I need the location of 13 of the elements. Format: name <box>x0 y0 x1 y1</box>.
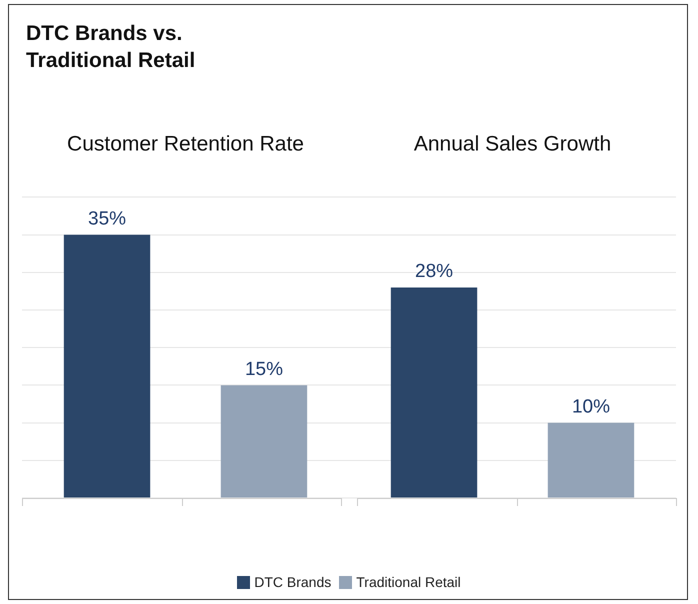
bar <box>64 234 150 498</box>
bar <box>390 287 478 498</box>
legend-label: Traditional Retail <box>356 574 461 590</box>
data-label: 10% <box>572 396 610 418</box>
data-label: 15% <box>244 358 284 380</box>
data-label: 28% <box>415 261 454 282</box>
data-label: 35% <box>88 208 126 230</box>
bar <box>548 422 634 498</box>
chart-title: DTC Brands vs. Traditional Retail <box>26 21 196 74</box>
bar <box>220 385 308 498</box>
legend-label: DTC Brands <box>254 574 332 590</box>
x-tick-label: Customer Retention Rate <box>67 132 304 156</box>
x-tick-label: Annual Sales Growth <box>414 132 612 156</box>
